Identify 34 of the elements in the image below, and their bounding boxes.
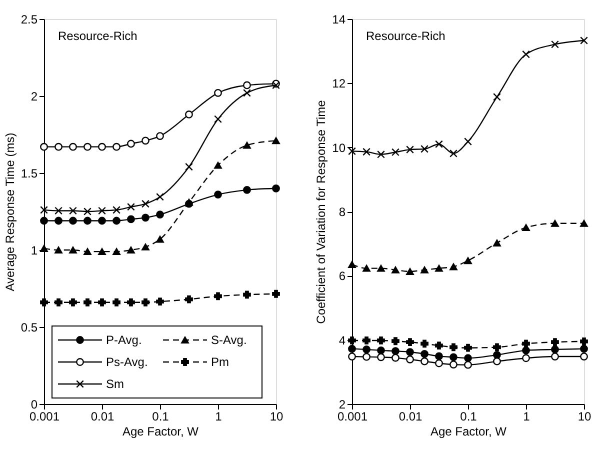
x-tick-label: 0.1 bbox=[152, 410, 170, 424]
y-tick-label: 4 bbox=[338, 333, 346, 348]
legend-label: P-Avg. bbox=[106, 333, 142, 347]
annotation: Resource-Rich bbox=[58, 29, 138, 43]
y-tick-label: 2 bbox=[30, 90, 38, 104]
y-tick-label: 14 bbox=[332, 12, 346, 26]
x-tick-label: 1 bbox=[215, 410, 222, 424]
x-axis-title: Age Factor, W bbox=[122, 424, 200, 438]
x-tick-label: 0.01 bbox=[90, 410, 114, 424]
y-tick-label: 0 bbox=[30, 398, 38, 412]
legend-label: Ps-Avg. bbox=[106, 355, 148, 369]
y-tick-label: 6 bbox=[338, 269, 346, 284]
x-tick-label: 10 bbox=[578, 410, 592, 424]
y-tick-label: 1.5 bbox=[20, 166, 38, 180]
y-tick-label: 12 bbox=[332, 76, 346, 91]
y-axis-title: Average Response Time (ms) bbox=[2, 132, 17, 292]
annotation: Resource-Rich bbox=[366, 29, 446, 43]
y-tick-label: 2.5 bbox=[20, 12, 38, 26]
x-axis-title: Age Factor, W bbox=[430, 424, 508, 438]
y-axis-title: Coefficient of Variation for Response Time bbox=[314, 100, 328, 324]
y-tick-label: 8 bbox=[338, 205, 346, 219]
x-tick-label: 0.001 bbox=[337, 410, 368, 424]
x-tick-label: 10 bbox=[270, 410, 284, 424]
x-tick-label: 0.001 bbox=[29, 410, 60, 424]
x-tick-label: 0.1 bbox=[460, 410, 478, 424]
legend-label: Sm bbox=[106, 377, 124, 391]
y-tick-label: 2 bbox=[338, 398, 346, 412]
y-tick-label: 10 bbox=[332, 140, 346, 155]
y-tick-label: 0.5 bbox=[20, 320, 38, 334]
x-tick-label: 1 bbox=[523, 410, 530, 424]
x-tick-label: 0.01 bbox=[398, 410, 422, 424]
y-tick-label: 1 bbox=[30, 244, 38, 258]
legend-label: S-Avg. bbox=[211, 333, 247, 347]
legend-label: Pm bbox=[211, 355, 230, 369]
